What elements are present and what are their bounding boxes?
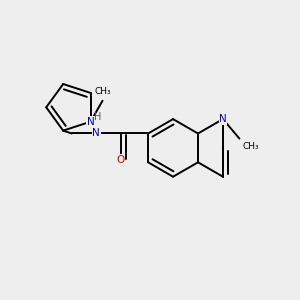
Text: CH₃: CH₃: [242, 142, 259, 151]
Text: O: O: [117, 155, 125, 165]
Text: N: N: [92, 128, 100, 139]
Text: N: N: [219, 114, 227, 124]
Text: CH₃: CH₃: [94, 87, 111, 96]
Text: N: N: [87, 117, 94, 127]
Text: H: H: [94, 112, 101, 122]
